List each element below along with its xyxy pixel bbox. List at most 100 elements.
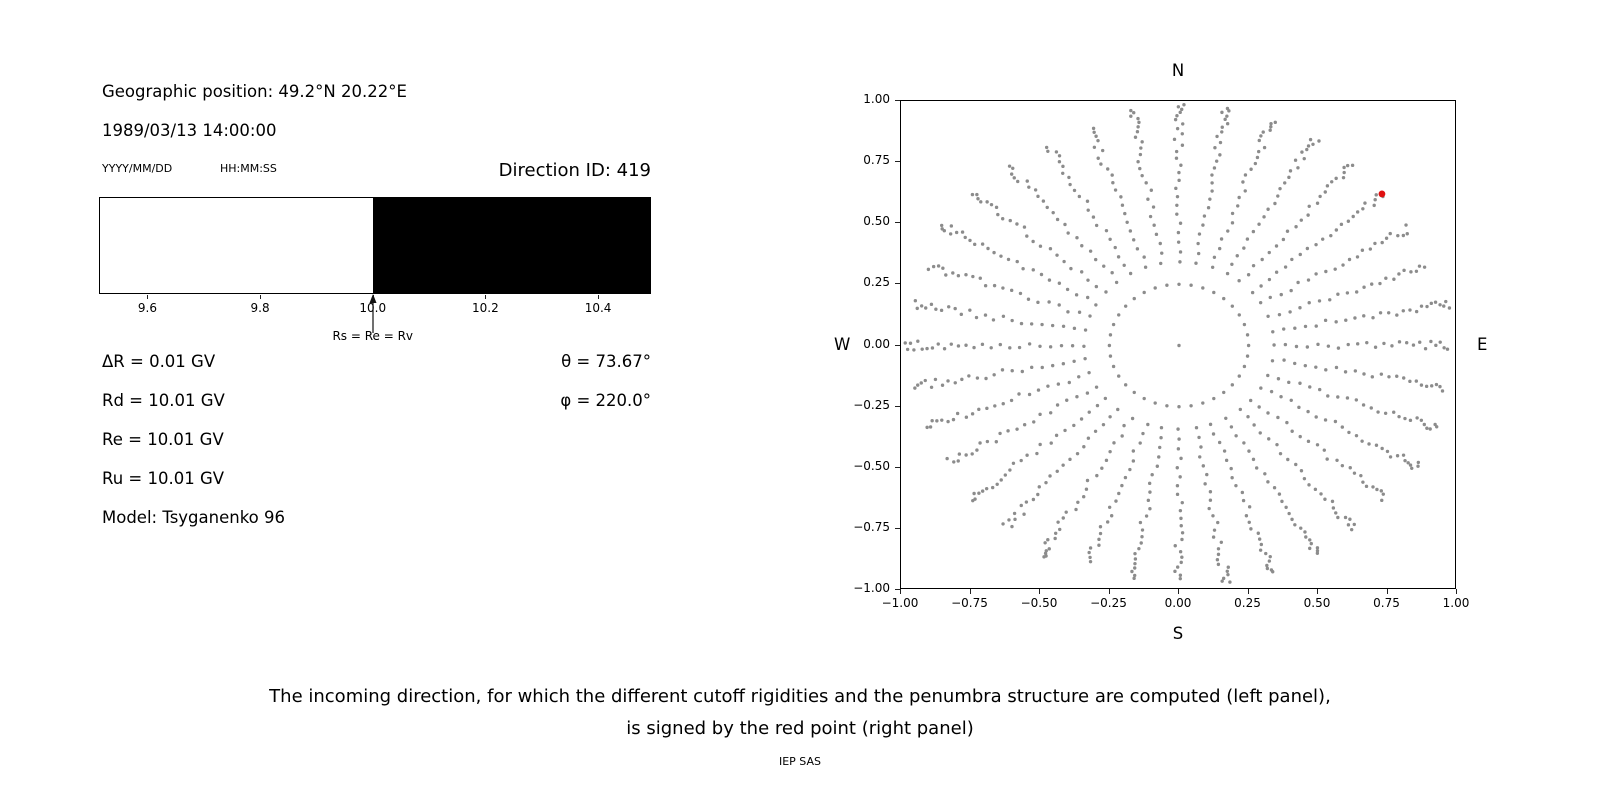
direction-dot (1108, 237, 1112, 242)
penumbra-tick-label: 9.8 (250, 301, 270, 315)
y-tick-label: −0.75 (853, 519, 890, 534)
direction-dot (1189, 404, 1193, 408)
direction-dot (939, 308, 944, 313)
direction-dot (1386, 311, 1391, 315)
direction-dot (1027, 185, 1031, 189)
direction-dot (1108, 333, 1113, 337)
direction-dot (1037, 485, 1041, 489)
direction-dot (1282, 327, 1286, 331)
y-tick-mark (895, 527, 900, 529)
direction-dot (1235, 254, 1239, 258)
direction-dot (1336, 346, 1341, 350)
direction-dot (1330, 180, 1334, 184)
direction-dot (1222, 296, 1226, 301)
direction-dot (1285, 420, 1289, 425)
direction-dot (1085, 295, 1090, 300)
direction-dot (1150, 473, 1154, 477)
direction-dot (1075, 236, 1079, 240)
direction-dot (1160, 251, 1164, 255)
direction-dot (1084, 487, 1089, 491)
direction-dot (1207, 506, 1211, 511)
direction-dot (1113, 245, 1117, 250)
direction-dot (1063, 222, 1067, 227)
direction-dot (1095, 403, 1100, 408)
direction-dot (953, 306, 957, 311)
direction-dot (1135, 130, 1140, 134)
direction-dot (1395, 313, 1399, 317)
y-tick-mark (895, 589, 900, 590)
direction-dot (1286, 457, 1290, 462)
direction-dot (1334, 320, 1338, 324)
direction-dot (1315, 201, 1320, 205)
direction-dot (941, 266, 945, 270)
direction-dot (1055, 403, 1060, 407)
direction-dot (1267, 277, 1272, 282)
direction-dot (1046, 537, 1050, 542)
direction-dot (1033, 188, 1038, 192)
direction-dot (1133, 551, 1137, 556)
direction-dot (1019, 503, 1023, 508)
direction-dot (1010, 524, 1014, 529)
direction-dot (1380, 446, 1384, 451)
direction-dot (1158, 241, 1162, 246)
direction-dot (1245, 237, 1250, 241)
direction-dot (1299, 469, 1304, 473)
direction-dot (1247, 505, 1252, 509)
direction-dot (1353, 369, 1358, 373)
direction-dot (1125, 220, 1129, 224)
direction-dot (1055, 217, 1060, 222)
direction-dot (1225, 122, 1230, 126)
direction-dot (1382, 341, 1386, 346)
direction-dot (1354, 398, 1359, 402)
direction-dot (1369, 406, 1373, 410)
direction-dot (1038, 344, 1042, 349)
direction-dot (1252, 423, 1256, 427)
direction-dot (1061, 164, 1065, 169)
direction-dot (1143, 265, 1148, 269)
direction-dot (1378, 311, 1383, 315)
direction-dot (1238, 407, 1243, 412)
direction-dot (1088, 559, 1093, 564)
direction-dot (1317, 139, 1321, 143)
direction-dot (1224, 458, 1229, 463)
direction-dot (1018, 291, 1023, 296)
direction-dot (1140, 173, 1144, 178)
direction-dot (998, 342, 1003, 347)
direction-dot (1225, 114, 1229, 118)
direction-dot (1264, 551, 1268, 556)
direction-dot (940, 227, 944, 231)
direction-dot (1390, 344, 1394, 348)
direction-dot (1241, 498, 1246, 503)
direction-dot (1258, 548, 1263, 552)
direction-dot (1210, 189, 1214, 193)
direction-dot (1146, 498, 1151, 503)
direction-dot (1061, 362, 1066, 366)
direction-dot (984, 376, 988, 381)
direction-dot (1321, 237, 1325, 241)
direction-dot (1325, 184, 1330, 188)
direction-dot (1129, 114, 1133, 118)
direction-dot (1228, 580, 1232, 584)
direction-dot (1036, 194, 1040, 199)
direction-dot (1408, 418, 1413, 423)
direction-dot (1043, 551, 1048, 556)
direction-dot (951, 271, 955, 275)
direction-dot (1324, 368, 1328, 372)
direction-dot (1266, 207, 1270, 211)
direction-dot (1294, 344, 1299, 349)
x-tick-mark (1317, 589, 1318, 594)
direction-dot (1440, 389, 1445, 393)
direction-dot (1201, 286, 1205, 290)
direction-dot (1178, 221, 1183, 225)
direction-dot (1323, 318, 1328, 323)
direction-dot (1176, 427, 1180, 431)
penumbra-strip (99, 197, 651, 294)
direction-dot (1272, 343, 1276, 347)
direction-dot (1383, 411, 1388, 415)
y-tick-mark (895, 405, 900, 407)
direction-dot (1311, 142, 1315, 146)
direction-dot (1058, 527, 1062, 532)
direction-dot (919, 381, 923, 385)
direction-dot (1269, 389, 1274, 394)
direction-dot (1368, 247, 1373, 251)
